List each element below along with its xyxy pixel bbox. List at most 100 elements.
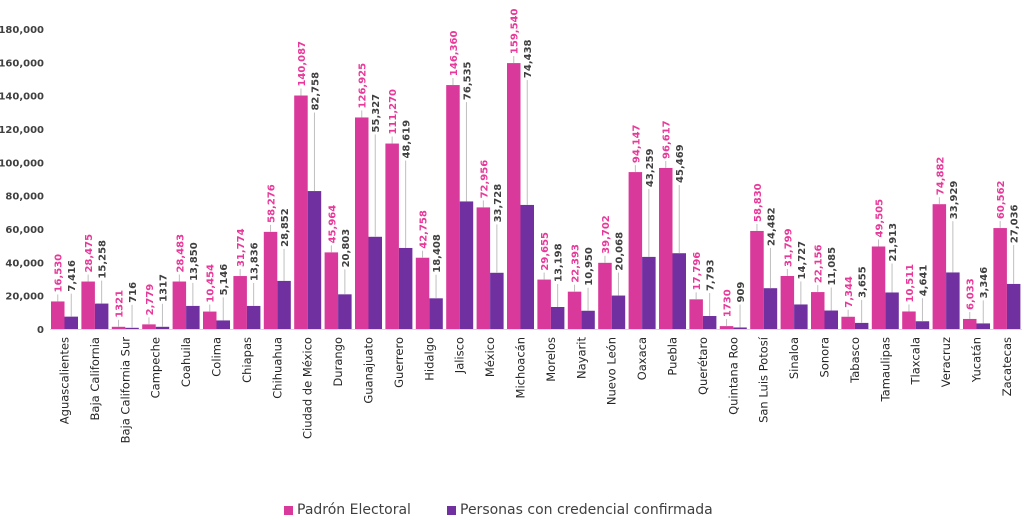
bar-credencial bbox=[581, 310, 595, 329]
bar-credencial bbox=[854, 322, 869, 329]
bar-padron bbox=[628, 172, 643, 329]
bar-credencial bbox=[338, 294, 352, 329]
bar-credencial bbox=[125, 327, 139, 329]
legend-swatch-credencial bbox=[447, 505, 456, 515]
legend-item-padron: Padrón Electoral bbox=[284, 502, 411, 518]
bar-padron bbox=[446, 85, 460, 329]
category-label: Nuevo León bbox=[605, 337, 619, 405]
category-label: Tamaulipas bbox=[878, 337, 892, 402]
data-label-padron: 1730 bbox=[723, 289, 734, 317]
category-label: Quintana Roo bbox=[726, 337, 740, 415]
bar-padron bbox=[385, 143, 399, 329]
data-label-padron: 39,702 bbox=[601, 215, 612, 254]
data-label-padron: 146,360 bbox=[449, 30, 460, 76]
bar-credencial bbox=[672, 253, 686, 329]
bar-padron bbox=[780, 276, 795, 329]
data-label-padron: 28,483 bbox=[175, 234, 186, 273]
bar-padron bbox=[902, 311, 916, 329]
category-label: Nayarit bbox=[574, 337, 588, 379]
legend-label-credencial: Personas con credencial confirmada bbox=[460, 502, 713, 518]
data-label-padron: 74,882 bbox=[935, 157, 946, 196]
data-label-credencial: 18,408 bbox=[432, 234, 443, 273]
y-tick-label: 80,000 bbox=[5, 192, 44, 203]
data-label-credencial: 13,836 bbox=[250, 242, 261, 281]
bar-padron bbox=[811, 292, 825, 329]
bar-credencial bbox=[64, 316, 78, 329]
y-tick-label: 60,000 bbox=[5, 225, 44, 236]
data-label-credencial: 11,085 bbox=[827, 247, 838, 286]
data-label-padron: 60,562 bbox=[996, 180, 1007, 219]
data-label-padron: 10,511 bbox=[905, 264, 916, 303]
category-label: Yucatán bbox=[970, 337, 984, 383]
category-label: Baja California Sur bbox=[118, 337, 132, 444]
bar-credencial bbox=[186, 305, 200, 329]
bar-padron bbox=[233, 276, 247, 329]
data-label-credencial: 7,793 bbox=[706, 259, 717, 291]
category-label: Oaxaca bbox=[635, 337, 649, 380]
data-label-credencial: 5,146 bbox=[219, 264, 230, 296]
data-label-credencial: 3,346 bbox=[979, 267, 990, 299]
data-label-padron: 159,540 bbox=[510, 9, 521, 55]
y-tick-label: 20,000 bbox=[5, 292, 44, 303]
legend-label-padron: Padrón Electoral bbox=[297, 502, 411, 518]
bar-credencial bbox=[155, 326, 170, 329]
data-label-credencial: 13,198 bbox=[554, 243, 565, 282]
data-label-padron: 58,276 bbox=[267, 184, 278, 223]
category-label: Morelos bbox=[544, 337, 558, 382]
data-label-padron: 31,799 bbox=[783, 228, 794, 267]
bar-padron bbox=[203, 311, 217, 329]
bar-padron bbox=[476, 207, 491, 329]
bar-padron bbox=[750, 230, 764, 329]
category-label: Durango bbox=[331, 337, 345, 387]
data-label-padron: 45,964 bbox=[327, 205, 338, 244]
data-label-credencial: 33,929 bbox=[949, 181, 960, 220]
y-tick-label: 140,000 bbox=[0, 92, 44, 103]
category-label: Zacatecas bbox=[1000, 337, 1014, 396]
data-label-credencial: 716 bbox=[128, 282, 139, 303]
data-label-credencial: 28,852 bbox=[280, 208, 291, 247]
bar-padron bbox=[963, 318, 977, 329]
data-label-credencial: 21,913 bbox=[888, 223, 899, 262]
data-label-credencial: 3,655 bbox=[858, 266, 869, 298]
y-tick-label: 40,000 bbox=[5, 258, 44, 269]
bar-credencial bbox=[733, 327, 747, 329]
y-tick-label: 100,000 bbox=[0, 158, 44, 169]
bar-chart: 0 20,000 40,000 60,000 80,000 100,000 120,000 1… bbox=[0, 9, 1022, 444]
category-label: Chihuahua bbox=[270, 337, 284, 399]
bar-padron bbox=[294, 95, 308, 329]
data-label-padron: 22,156 bbox=[814, 244, 825, 283]
data-label-padron: 94,147 bbox=[631, 124, 642, 163]
category-label: Chiapas bbox=[240, 337, 254, 383]
data-label-padron: 111,270 bbox=[388, 89, 399, 135]
bar-credencial bbox=[246, 305, 261, 329]
bar-credencial bbox=[368, 236, 382, 329]
data-label-padron: 28,475 bbox=[84, 234, 95, 273]
bar-credencial bbox=[1006, 283, 1021, 329]
category-label: Sinaloa bbox=[787, 337, 801, 379]
bar-credencial bbox=[702, 316, 717, 329]
data-label-credencial: 27,036 bbox=[1010, 204, 1021, 243]
data-label-padron: 49,505 bbox=[875, 199, 886, 238]
bar-credencial bbox=[520, 204, 534, 329]
data-label-credencial: 33,728 bbox=[493, 184, 504, 223]
data-label-credencial: 1317 bbox=[158, 274, 169, 302]
bar-credencial bbox=[976, 323, 990, 329]
data-label-padron: 58,830 bbox=[753, 183, 764, 222]
bar-padron bbox=[415, 257, 430, 329]
bar-credencial bbox=[307, 191, 322, 329]
data-label-credencial: 10,950 bbox=[584, 247, 595, 286]
data-label-credencial: 909 bbox=[736, 282, 747, 303]
data-label-credencial: 7,416 bbox=[67, 260, 78, 292]
data-label-credencial: 14,727 bbox=[797, 241, 808, 280]
bar-padron bbox=[871, 246, 886, 329]
bar-padron bbox=[841, 316, 855, 329]
bar-padron bbox=[537, 279, 551, 329]
data-label-credencial: 55,327 bbox=[371, 94, 382, 133]
bar-credencial bbox=[611, 295, 626, 329]
category-label: Coahuila bbox=[179, 337, 193, 387]
bar-padron bbox=[993, 228, 1007, 329]
category-label: San Luis Potosí bbox=[757, 336, 771, 423]
bar-padron bbox=[598, 262, 612, 329]
bar-padron bbox=[324, 252, 339, 329]
legend-item-credencial: Personas con credencial confirmada bbox=[447, 502, 713, 518]
